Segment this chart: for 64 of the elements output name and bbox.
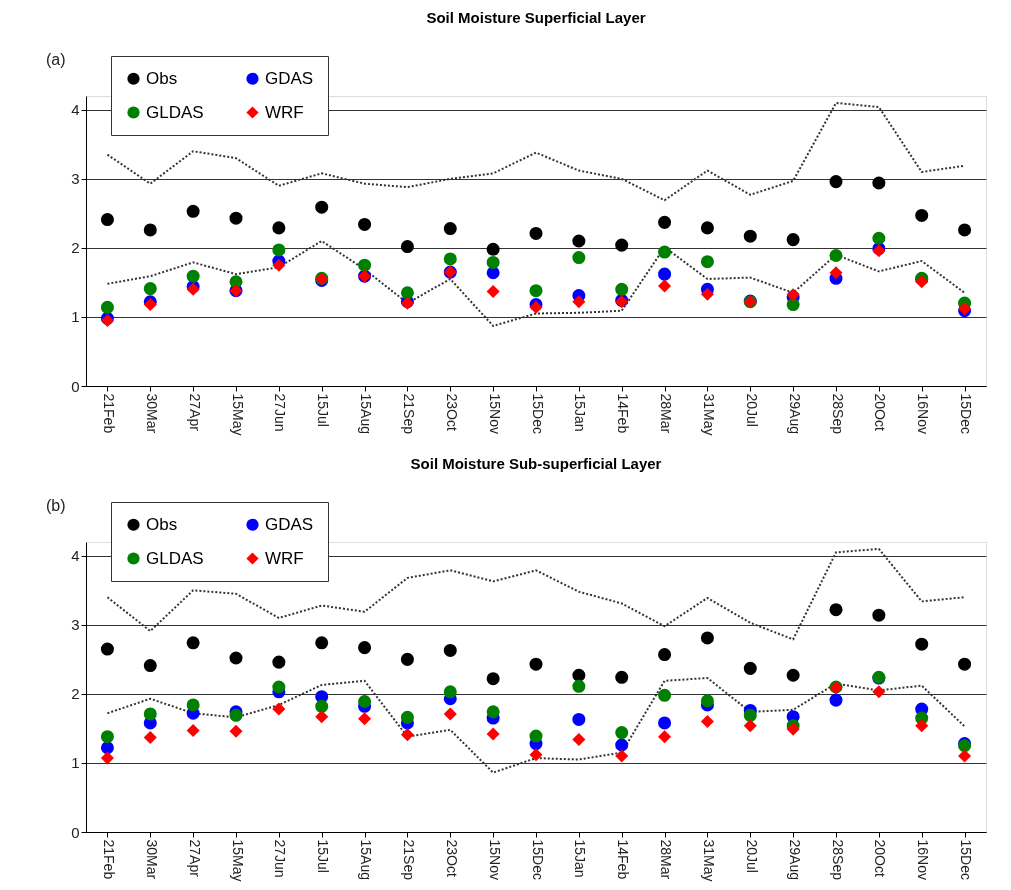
legend-label: Obs bbox=[146, 68, 178, 88]
y-tick-label: 1 bbox=[71, 308, 80, 326]
y-tick-label: 3 bbox=[71, 170, 80, 188]
x-tick-label: 20Jul bbox=[743, 839, 760, 873]
chart-title: Soil Moisture Superficial Layer bbox=[426, 9, 646, 26]
legend-label: GDAS bbox=[265, 514, 314, 534]
x-tick-label: 14Feb bbox=[615, 393, 632, 434]
legend-label: GDAS bbox=[265, 68, 314, 88]
x-tick-label: 21Feb bbox=[100, 839, 117, 880]
x-tick-label: 15Dec bbox=[529, 839, 546, 880]
text: (a) bbox=[46, 51, 66, 68]
x-tick-label: 15Jul bbox=[315, 839, 332, 873]
chart-title: Soil Moisture Sub-superficial Layer bbox=[410, 455, 662, 472]
x-tick-label: 28Mar bbox=[658, 839, 675, 880]
x-tick-label: 15Nov bbox=[486, 393, 503, 434]
x-tick-label: 21Sep bbox=[400, 839, 417, 881]
x-tick-label: 15Nov bbox=[486, 839, 503, 880]
x-tick-label: 16Nov bbox=[915, 393, 932, 434]
x-tick-label: 30Mar bbox=[143, 393, 160, 434]
x-tick-label: 23Oct bbox=[443, 839, 460, 877]
x-tick-label: 20Oct bbox=[872, 839, 889, 877]
x-tick-label: 15Dec bbox=[958, 393, 975, 434]
x-tick-label: 31May bbox=[700, 393, 717, 436]
x-tick-label: 15Aug bbox=[358, 393, 375, 434]
x-tick-label: 15Aug bbox=[358, 839, 375, 880]
y-tick-label: 1 bbox=[71, 754, 80, 772]
y-tick-label: 4 bbox=[71, 101, 80, 119]
x-tick-label: 23Oct bbox=[443, 393, 460, 431]
x-tick-label: 29Aug bbox=[786, 393, 803, 434]
y-tick-label: 2 bbox=[71, 685, 80, 703]
x-tick-label: 28Sep bbox=[829, 839, 846, 881]
x-tick-label: 16Nov bbox=[915, 839, 932, 880]
y-tick-label: 2 bbox=[71, 239, 80, 257]
x-tick-label: 21Feb bbox=[100, 393, 117, 434]
x-tick-label: 15Dec bbox=[529, 393, 546, 434]
legend-label: GLDAS bbox=[146, 548, 204, 568]
x-tick-label: 27Apr bbox=[186, 393, 203, 432]
y-tick-label: 0 bbox=[71, 377, 80, 395]
x-tick-label: 15Jan bbox=[572, 393, 589, 432]
x-tick-label: 27Jun bbox=[272, 839, 289, 878]
x-tick-label: 20Oct bbox=[872, 393, 889, 431]
x-tick-label: 28Mar bbox=[658, 393, 675, 434]
x-tick-label: 21Sep bbox=[400, 393, 417, 435]
x-tick-label: 15Jan bbox=[572, 839, 589, 878]
x-tick-label: 14Feb bbox=[615, 839, 632, 880]
x-tick-label: 15May bbox=[229, 839, 246, 882]
y-tick-label: 0 bbox=[71, 823, 80, 841]
x-tick-label: 20Jul bbox=[743, 393, 760, 427]
y-tick-label: 3 bbox=[71, 616, 80, 634]
x-tick-label: 27Apr bbox=[186, 839, 203, 878]
legend-label: WRF bbox=[265, 548, 304, 568]
text: (b) bbox=[46, 497, 66, 514]
x-tick-label: 31May bbox=[700, 839, 717, 882]
y-tick-label: 4 bbox=[71, 547, 80, 565]
x-tick-label: 29Aug bbox=[786, 839, 803, 880]
x-tick-label: 27Jun bbox=[272, 393, 289, 432]
x-tick-label: 15Dec bbox=[958, 839, 975, 880]
legend-label: GLDAS bbox=[146, 102, 204, 122]
x-tick-label: 28Sep bbox=[829, 393, 846, 435]
legend-label: WRF bbox=[265, 102, 304, 122]
x-tick-label: 15Jul bbox=[315, 393, 332, 427]
legend-label: Obs bbox=[146, 514, 178, 534]
x-tick-label: 30Mar bbox=[143, 839, 160, 880]
x-tick-label: 15May bbox=[229, 393, 246, 436]
